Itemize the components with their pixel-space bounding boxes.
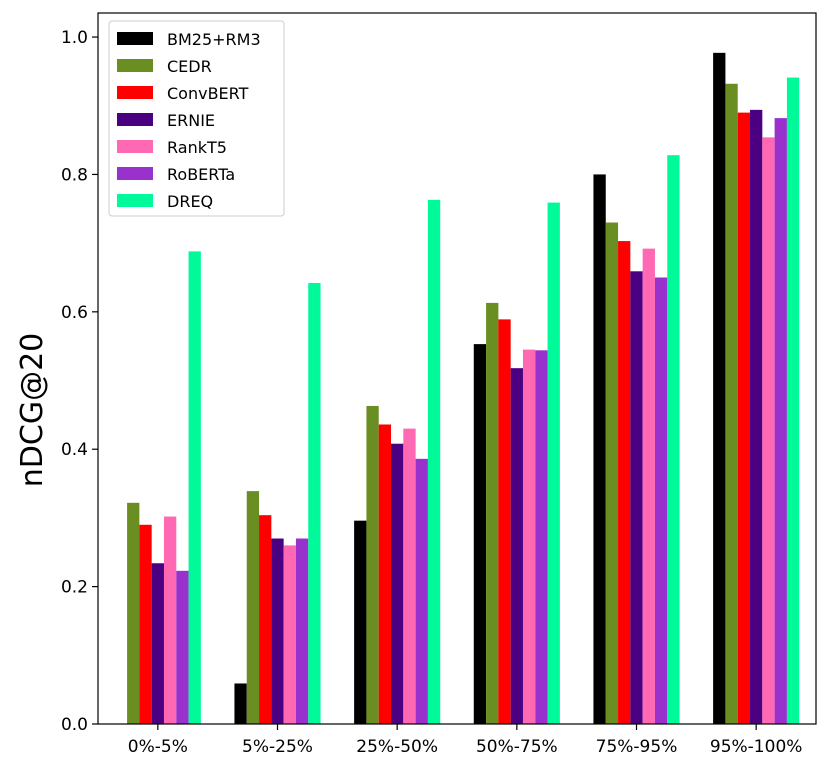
bar-ernie-1 <box>271 538 284 724</box>
bar-rankt5-4 <box>642 248 655 724</box>
y-tick-label: 1.0 <box>61 28 88 48</box>
y-axis-label: nDCG@20 <box>15 333 50 487</box>
bar-convbert-5 <box>737 112 751 725</box>
bar-ernie-4 <box>630 271 643 724</box>
legend-label-ernie: ERNIE <box>167 111 215 130</box>
legend-swatch-rankt5 <box>117 140 153 153</box>
bar-dreq-2 <box>427 199 441 725</box>
bar-rankt5-0 <box>163 516 177 724</box>
bar-dreq-3 <box>547 202 560 725</box>
bar-convbert-4 <box>618 241 631 724</box>
legend-swatch-bm25-rm3 <box>117 32 153 45</box>
x-tick-label: 95%-100% <box>710 737 803 757</box>
bar-dreq-0 <box>188 251 201 724</box>
bar-ernie-3 <box>510 368 523 724</box>
x-tick-label: 0%-5% <box>128 737 188 757</box>
bar-convbert-1 <box>259 515 272 724</box>
bar-roberta-0 <box>176 570 189 724</box>
bar-cedr-4 <box>605 222 619 724</box>
bar-roberta-1 <box>295 538 309 724</box>
y-tick-label: 0.6 <box>61 303 88 323</box>
plot-frame <box>97 12 817 725</box>
y-tick-label: 0.2 <box>61 578 88 598</box>
x-tick-label: 5%-25% <box>242 737 313 757</box>
legend-swatch-convbert <box>117 86 153 99</box>
y-tick-label: 0.0 <box>61 715 88 735</box>
legend-label-bm25-rm3: BM25+RM3 <box>167 30 261 49</box>
legend-swatch-roberta <box>117 167 153 180</box>
legend-swatch-ernie <box>117 113 153 126</box>
bar-rankt5-3 <box>522 349 536 724</box>
bar-bm25-rm3-2 <box>354 520 367 724</box>
bar-bm25-rm3-3 <box>473 344 487 724</box>
x-tick-label: 75%-95% <box>596 737 678 757</box>
bar-convbert-3 <box>498 319 511 724</box>
axes-group: 0.0 0.2 0.4 0.6 0.8 1.0 0%-5% 5%-25% 25%-50% 50%-… <box>61 12 817 757</box>
x-tick-label: 25%-50% <box>356 737 438 757</box>
bar-cedr-5 <box>725 83 738 724</box>
bar-cedr-0 <box>127 502 140 724</box>
bar-rankt5-2 <box>403 428 416 724</box>
bar-ernie-5 <box>750 109 763 725</box>
bar-roberta-5 <box>774 118 787 725</box>
bars-group <box>127 52 800 725</box>
x-tick-label: 50%-75% <box>476 737 558 757</box>
legend-label-rankt5: RankT5 <box>167 138 227 157</box>
legend-swatch-cedr <box>117 59 153 72</box>
legend-label-cedr: CEDR <box>167 57 212 76</box>
legend-swatch-dreq <box>117 194 153 207</box>
bar-bm25-rm3-4 <box>593 174 606 724</box>
bar-rankt5-5 <box>762 137 775 725</box>
bar-bm25-rm3-5 <box>713 52 726 724</box>
bar-cedr-3 <box>486 302 499 724</box>
bar-roberta-2 <box>415 458 428 724</box>
bar-roberta-4 <box>654 277 668 724</box>
bar-cedr-1 <box>246 491 260 724</box>
legend-label-convbert: ConvBERT <box>167 84 249 103</box>
bar-convbert-0 <box>139 524 152 724</box>
legend-label-dreq: DREQ <box>167 192 213 211</box>
bar-rankt5-1 <box>283 545 296 724</box>
bar-ernie-0 <box>151 563 164 724</box>
bar-dreq-1 <box>308 282 321 724</box>
legend: BM25+RM3 CEDR ConvBERT ERNIE RankT5 RoBERTa DR… <box>108 20 285 217</box>
bar-dreq-5 <box>786 77 800 724</box>
bar-dreq-4 <box>667 155 680 724</box>
legend-label-roberta: RoBERTa <box>167 165 235 184</box>
bar-ernie-2 <box>391 443 404 724</box>
bar-bm25-rm3-1 <box>234 683 247 724</box>
bar-cedr-2 <box>366 405 379 724</box>
bar-convbert-2 <box>378 424 392 724</box>
y-tick-label: 0.8 <box>61 165 88 185</box>
y-tick-label: 0.4 <box>61 440 88 460</box>
bar-roberta-3 <box>535 350 548 724</box>
